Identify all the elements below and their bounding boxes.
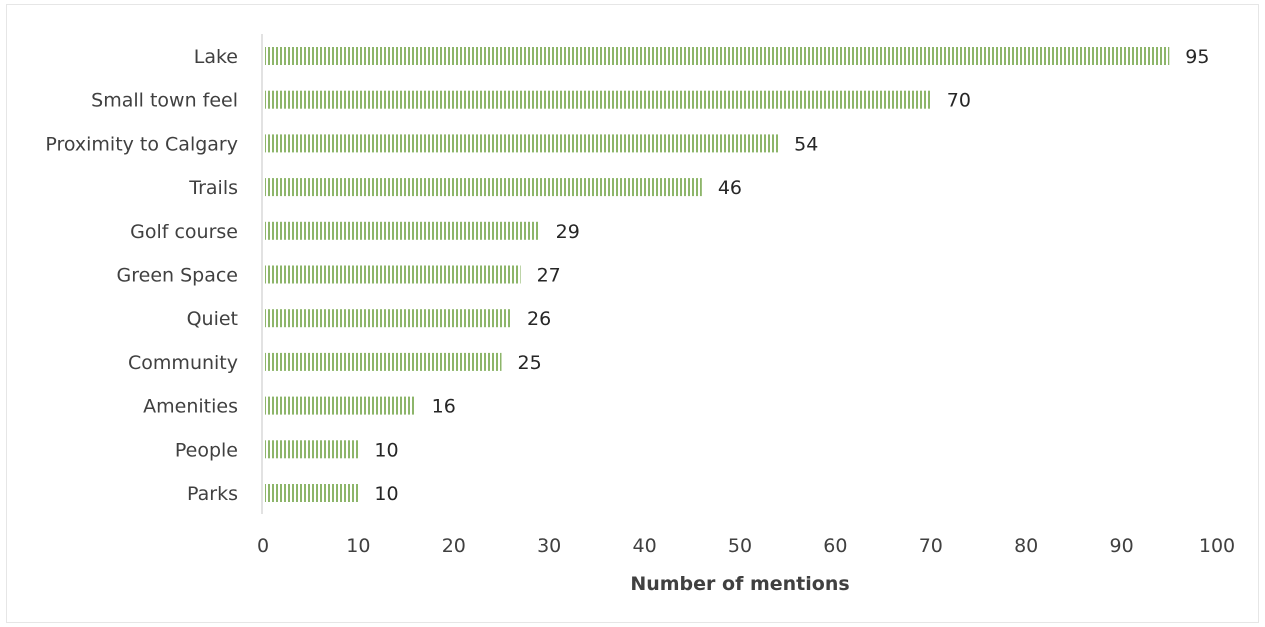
bar-trails (265, 178, 702, 197)
x-tick-label: 10 (346, 535, 370, 557)
value-label: 46 (718, 177, 742, 199)
bar-lake (265, 47, 1170, 65)
category-label: Small town feel (91, 90, 238, 112)
x-tick-label: 70 (919, 535, 943, 557)
category-label: Quiet (187, 308, 238, 330)
x-tick-label: 0 (257, 535, 269, 557)
category-label: Green Space (117, 265, 238, 287)
value-label: 70 (947, 90, 971, 112)
value-labels: 95 70 54 46 29 27 26 25 16 10 10 (374, 46, 1209, 505)
x-tick-labels: 0 10 20 30 40 50 60 70 80 90 100 (257, 535, 1235, 557)
x-tick-label: 20 (442, 535, 466, 557)
bar-people (265, 440, 359, 459)
category-label: Amenities (143, 396, 238, 418)
x-tick-label: 50 (728, 535, 752, 557)
category-labels: Lake Small town feel Proximity to Calgary T… (45, 46, 238, 505)
bar-quiet (265, 309, 512, 328)
category-label: Parks (187, 483, 238, 505)
value-label: 95 (1185, 46, 1209, 68)
x-tick-label: 80 (1014, 535, 1038, 557)
x-tick-label: 40 (633, 535, 657, 557)
x-tick-label: 60 (823, 535, 847, 557)
bar-small-town-feel (265, 90, 931, 109)
value-label: 27 (537, 265, 561, 287)
category-label: Golf course (130, 221, 238, 243)
x-tick-label: 100 (1199, 535, 1235, 557)
bar-parks (265, 484, 359, 502)
category-label: Community (128, 352, 238, 374)
x-tick-label: 90 (1110, 535, 1134, 557)
category-label: People (175, 439, 238, 461)
bar-golf-course (265, 221, 540, 240)
value-label: 54 (794, 133, 818, 155)
category-label: Lake (194, 46, 238, 68)
value-label: 16 (432, 396, 456, 418)
bar-amenities (265, 396, 416, 415)
bars-layer (265, 47, 1170, 502)
x-tick-label: 30 (537, 535, 561, 557)
value-label: 10 (374, 483, 398, 505)
category-label: Trails (188, 177, 238, 199)
bar-proximity-to-calgary (265, 134, 779, 153)
bar-community (265, 352, 502, 371)
value-label: 26 (527, 308, 551, 330)
value-label: 10 (374, 439, 398, 461)
value-label: 29 (556, 221, 580, 243)
value-label: 25 (518, 352, 542, 374)
category-label: Proximity to Calgary (45, 133, 238, 155)
bar-green-space (265, 265, 521, 284)
x-axis-title: Number of mentions (630, 573, 849, 595)
